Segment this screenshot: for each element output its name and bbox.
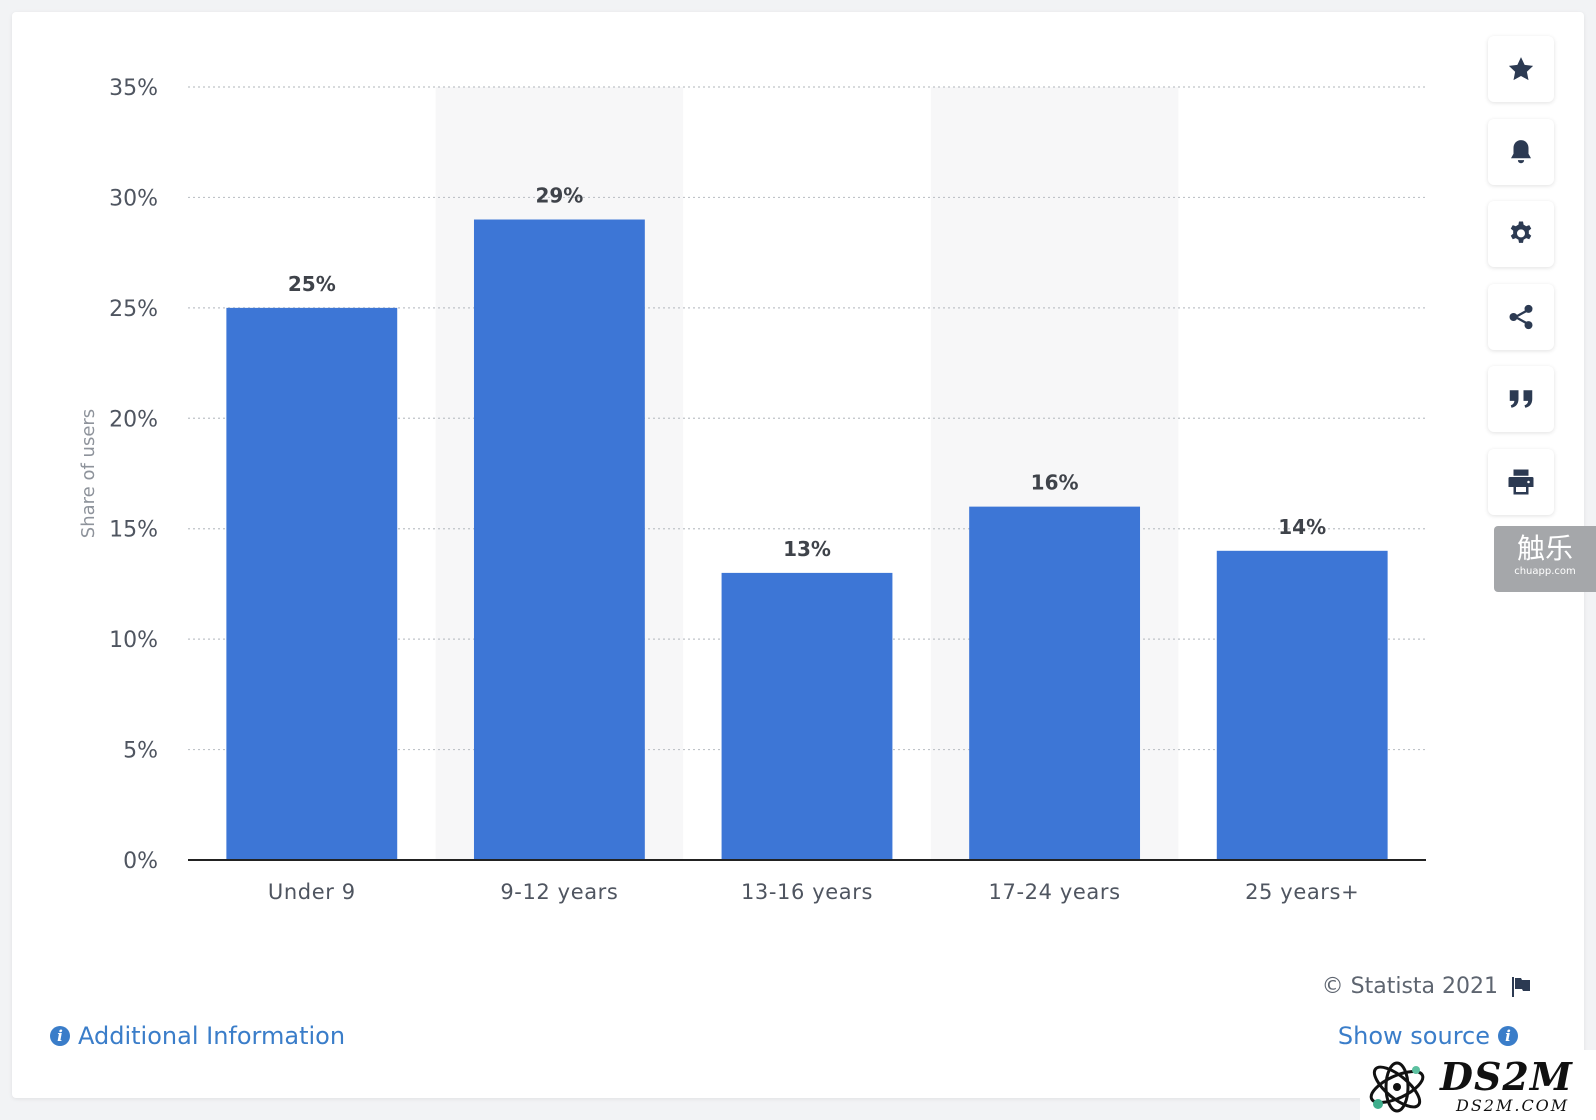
- bar[interactable]: [721, 572, 893, 860]
- data-label: 29%: [535, 184, 583, 208]
- x-tick-label: 9-12 years: [500, 880, 618, 904]
- data-label: 16%: [1031, 471, 1079, 495]
- cite-button[interactable]: [1488, 366, 1554, 432]
- x-tick-label: 13-16 years: [741, 880, 873, 904]
- bar[interactable]: [473, 219, 645, 860]
- bar[interactable]: [969, 506, 1141, 860]
- x-axis-categories: Under 9 9-12 years 13-16 years 17-24 years 2…: [268, 880, 1359, 904]
- star-icon: [1508, 57, 1534, 81]
- share-button[interactable]: [1488, 284, 1554, 350]
- y-tick-label: 20%: [109, 407, 158, 432]
- watermark-title: DS2M: [1440, 1054, 1573, 1099]
- credit-text: © Statista 2021: [1321, 974, 1498, 999]
- bell-icon: [1511, 140, 1531, 164]
- x-tick-label: 17-24 years: [989, 880, 1121, 904]
- y-tick-label: 15%: [109, 518, 158, 543]
- info-icon: i: [1498, 1026, 1518, 1046]
- flag-icon[interactable]: [1508, 975, 1534, 999]
- settings-button[interactable]: [1488, 201, 1554, 267]
- watermark-subtitle: DS2M.COM: [1456, 1096, 1570, 1115]
- data-label: 13%: [783, 537, 831, 561]
- additional-information-link[interactable]: i Additional Information: [50, 1022, 345, 1050]
- info-icon: i: [50, 1026, 70, 1046]
- show-source-label: Show source: [1337, 1022, 1490, 1050]
- bar[interactable]: [226, 307, 398, 860]
- x-tick-label: 25 years+: [1245, 880, 1359, 904]
- y-axis-ticks: 0% 5% 10% 15% 20% 25% 30% 35%: [109, 76, 158, 874]
- data-label: 14%: [1278, 515, 1326, 539]
- y-tick-label: 25%: [109, 297, 158, 322]
- favorite-button[interactable]: [1488, 36, 1554, 102]
- y-tick-label: 0%: [123, 849, 158, 874]
- share-icon: [1509, 304, 1533, 330]
- y-axis-title: Share of users: [78, 409, 99, 538]
- show-source-link[interactable]: Show source i: [1338, 1022, 1518, 1050]
- y-tick-label: 10%: [109, 628, 158, 653]
- print-button[interactable]: [1488, 449, 1554, 515]
- notification-button[interactable]: [1488, 119, 1554, 185]
- quote-icon: [1509, 390, 1533, 408]
- ds2m-watermark: DS2M DS2M.COM: [1360, 1050, 1596, 1120]
- printer-icon: [1508, 469, 1534, 495]
- x-tick-label: Under 9: [268, 880, 356, 904]
- gear-icon: [1510, 221, 1532, 243]
- data-label: 25%: [288, 272, 336, 296]
- atom-logo-icon: [1369, 1061, 1425, 1113]
- bar[interactable]: [1216, 550, 1388, 860]
- data-labels: 25% 29% 13% 16% 14%: [288, 184, 1326, 561]
- y-tick-label: 35%: [109, 76, 158, 101]
- chuapp-side-tab[interactable]: 触乐 chuapp.com: [1494, 526, 1596, 592]
- y-tick-label: 30%: [109, 186, 158, 211]
- chuapp-title: 触乐: [1516, 532, 1573, 565]
- y-tick-label: 5%: [123, 739, 158, 764]
- chuapp-domain: chuapp.com: [1514, 566, 1576, 577]
- additional-information-label: Additional Information: [78, 1022, 346, 1050]
- statista-credit: © Statista 2021: [1322, 974, 1534, 999]
- bars: [226, 219, 1388, 860]
